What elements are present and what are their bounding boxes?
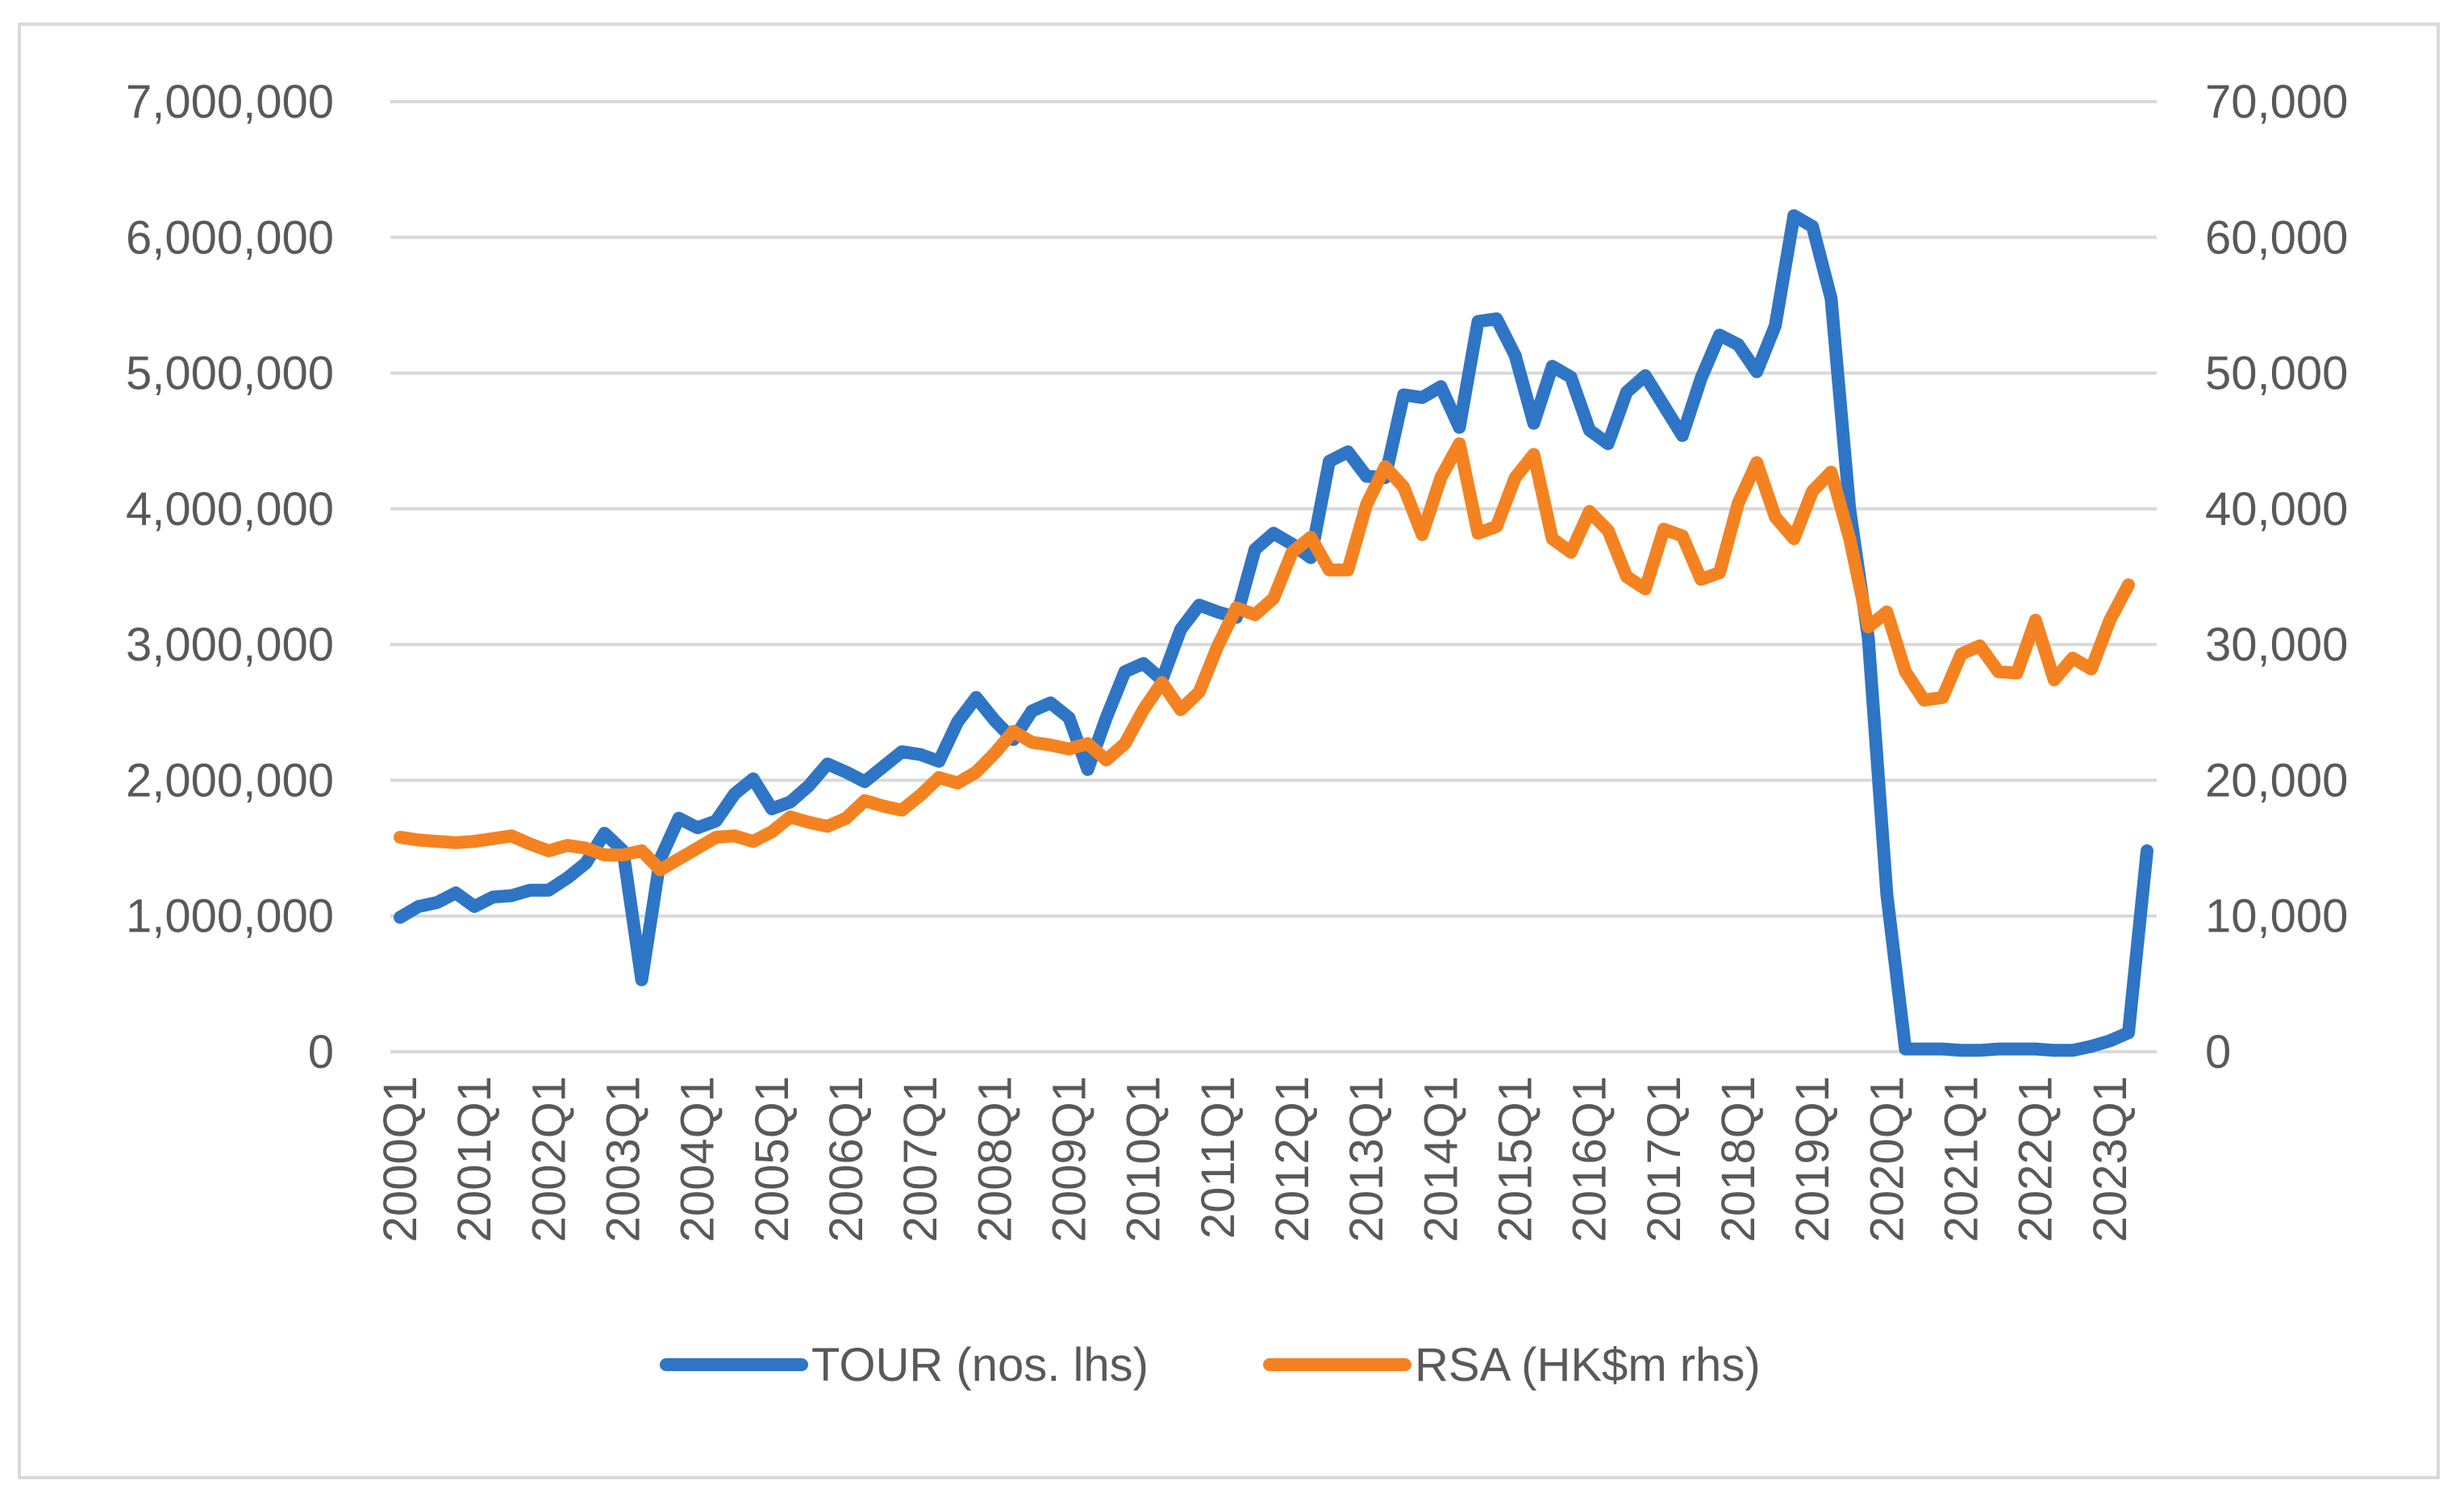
x-tick-label: 2012Q1 bbox=[1266, 1076, 1319, 1242]
legend-label-rsa: RSA (HK$m rhs) bbox=[1415, 1339, 1761, 1391]
x-tick-label: 2022Q1 bbox=[2010, 1076, 2062, 1242]
y-tick-right: 70,000 bbox=[2205, 76, 2348, 128]
y-tick-left: 0 bbox=[308, 1026, 334, 1078]
y-tick-left: 7,000,000 bbox=[126, 76, 334, 128]
legend-item-tour: TOUR (nos. lhs) bbox=[660, 1339, 1149, 1391]
legend: TOUR (nos. lhs) RSA (HK$m rhs) bbox=[660, 1339, 1761, 1391]
y-tick-right: 40,000 bbox=[2205, 483, 2348, 536]
series-lines bbox=[394, 209, 2153, 1057]
x-tick-label: 2011Q1 bbox=[1192, 1076, 1245, 1239]
y-tick-left: 4,000,000 bbox=[126, 483, 334, 536]
x-axis: 2000Q1 2001Q1 2002Q1 2003Q1 2004Q1 2005Q1 2006… bbox=[374, 1076, 2137, 1242]
x-tick-label: 2003Q1 bbox=[598, 1076, 650, 1242]
y-tick-left: 1,000,000 bbox=[126, 890, 334, 943]
x-tick-label: 2008Q1 bbox=[969, 1076, 1021, 1242]
x-tick-label: 2006Q1 bbox=[820, 1076, 873, 1242]
y-tick-right: 20,000 bbox=[2205, 754, 2348, 807]
x-tick-label: 2010Q1 bbox=[1118, 1076, 1170, 1242]
y-tick-left: 2,000,000 bbox=[126, 754, 334, 807]
x-tick-label: 2002Q1 bbox=[523, 1076, 575, 1242]
y-axis-left: 0 1,000,000 2,000,000 3,000,000 4,000,000 5,0… bbox=[126, 76, 334, 1078]
x-tick-label: 2020Q1 bbox=[1861, 1076, 1913, 1242]
x-tick-label: 2015Q1 bbox=[1490, 1076, 1542, 1242]
y-tick-right: 30,000 bbox=[2205, 619, 2348, 671]
x-tick-label: 2017Q1 bbox=[1638, 1076, 1691, 1242]
x-tick-label: 2005Q1 bbox=[746, 1076, 798, 1242]
x-tick-label: 2021Q1 bbox=[1936, 1076, 1988, 1242]
y-tick-left: 5,000,000 bbox=[126, 348, 334, 400]
y-tick-right: 60,000 bbox=[2205, 211, 2348, 264]
x-tick-label: 2000Q1 bbox=[374, 1076, 427, 1242]
x-tick-label: 2013Q1 bbox=[1340, 1076, 1393, 1242]
y-tick-right: 50,000 bbox=[2205, 348, 2348, 400]
chart-frame: 0 1,000,000 2,000,000 3,000,000 4,000,000 5,0… bbox=[18, 23, 2440, 1479]
x-tick-label: 2001Q1 bbox=[448, 1076, 501, 1242]
legend-label-tour: TOUR (nos. lhs) bbox=[811, 1339, 1149, 1391]
y-axis-right: 0 10,000 20,000 30,000 40,000 50,000 60,000 70,… bbox=[2205, 76, 2348, 1078]
y-tick-left: 6,000,000 bbox=[126, 211, 334, 264]
y-tick-right: 10,000 bbox=[2205, 890, 2348, 943]
y-tick-right: 0 bbox=[2205, 1026, 2231, 1078]
line-chart: 0 1,000,000 2,000,000 3,000,000 4,000,000 5,0… bbox=[126, 76, 2348, 1391]
legend-item-rsa: RSA (HK$m rhs) bbox=[1263, 1339, 1761, 1391]
x-tick-label: 2004Q1 bbox=[672, 1076, 724, 1242]
y-tick-left: 3,000,000 bbox=[126, 619, 334, 671]
x-tick-label: 2016Q1 bbox=[1564, 1076, 1616, 1242]
x-tick-label: 2014Q1 bbox=[1415, 1076, 1467, 1242]
x-tick-label: 2007Q1 bbox=[894, 1076, 947, 1242]
x-tick-label: 2023Q1 bbox=[2084, 1076, 2137, 1242]
gridlines bbox=[390, 100, 2157, 1053]
x-tick-label: 2019Q1 bbox=[1787, 1076, 1839, 1242]
series-line-tour bbox=[394, 209, 2153, 1057]
x-tick-label: 2018Q1 bbox=[1712, 1076, 1765, 1242]
series-line-rsa bbox=[394, 437, 2135, 877]
x-tick-label: 2009Q1 bbox=[1044, 1076, 1096, 1242]
